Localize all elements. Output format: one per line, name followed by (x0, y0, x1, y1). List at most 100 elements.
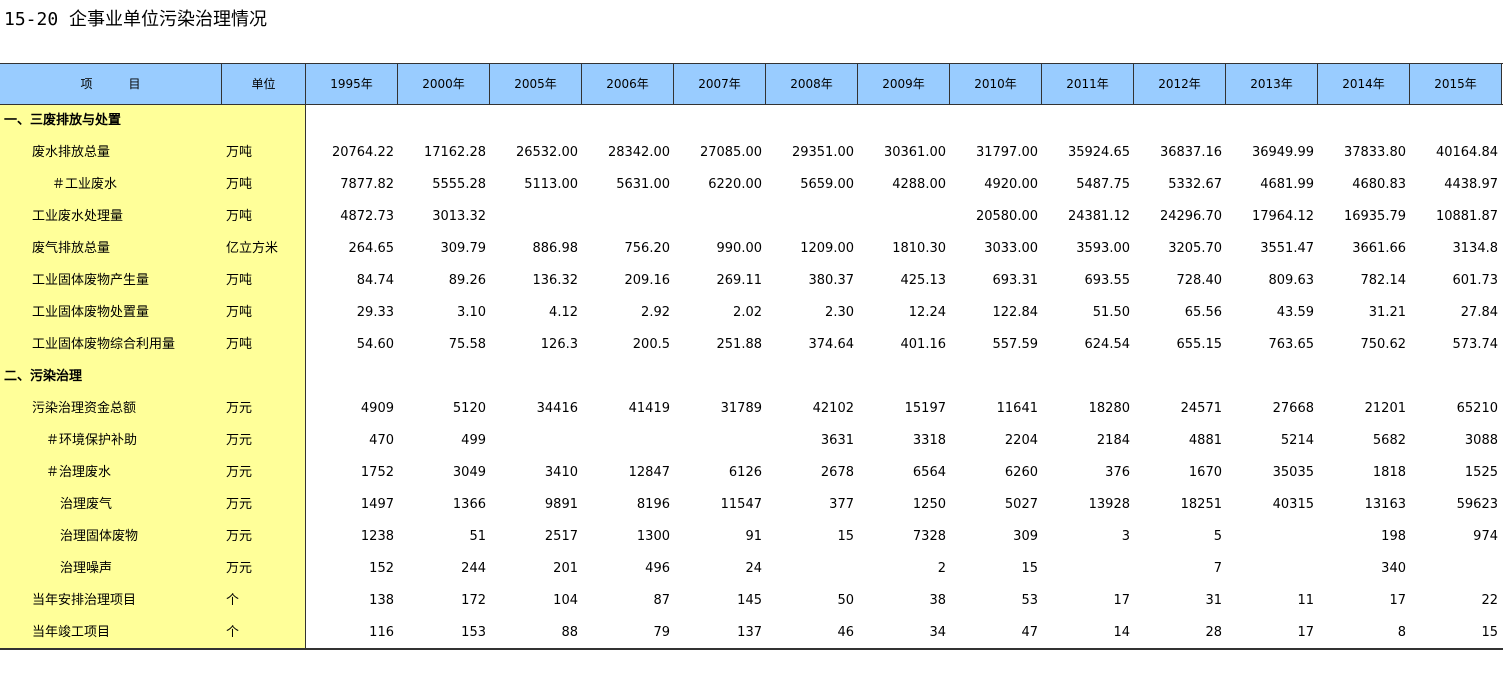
value-cell: 198 (1381, 529, 1406, 544)
value-cell: 201 (553, 561, 578, 576)
value-cell: 2517 (544, 529, 578, 544)
value-cell: 35924.65 (1067, 145, 1130, 160)
value-cell: 3410 (544, 465, 578, 480)
header-top-rule (0, 63, 1503, 64)
row-label: 废水排放总量 (32, 145, 111, 160)
value-cell: 47 (1021, 625, 1038, 640)
value-cell: 3661.66 (1352, 241, 1406, 256)
value-cell: 2.92 (641, 305, 670, 320)
value-cell: 5659.00 (800, 177, 854, 192)
column-header: 2015年 (1410, 64, 1502, 104)
value-cell: 7877.82 (340, 177, 394, 192)
value-cell: 3033.00 (984, 241, 1038, 256)
value-cell: 4872.73 (340, 209, 394, 224)
value-cell: 557.59 (992, 337, 1039, 352)
value-cell: 624.54 (1084, 337, 1131, 352)
row-label: 污染治理资金总额 (32, 401, 137, 416)
value-cell: 116 (369, 625, 394, 640)
column-header: 2014年 (1318, 64, 1410, 104)
unit: 万吨 (226, 305, 253, 320)
value-cell: 2.30 (825, 305, 854, 320)
column-header: 2010年 (950, 64, 1042, 104)
value-cell: 24381.12 (1067, 209, 1130, 224)
value-cell: 13163 (1364, 497, 1406, 512)
value-cell: 37833.80 (1343, 145, 1406, 160)
value-cell: 138 (369, 593, 394, 608)
value-cell: 17 (1113, 593, 1130, 608)
unit: 万元 (226, 561, 253, 576)
value-cell: 1818 (1372, 465, 1406, 480)
unit: 万吨 (226, 209, 253, 224)
unit: 万吨 (226, 145, 253, 160)
value-cell: 6564 (912, 465, 946, 480)
value-cell: 728.40 (1176, 273, 1223, 288)
value-cell: 3049 (452, 465, 486, 480)
value-cell: 499 (461, 433, 486, 448)
value-cell: 782.14 (1360, 273, 1407, 288)
value-cell: 1209.00 (800, 241, 854, 256)
value-cell: 40164.84 (1435, 145, 1498, 160)
value-cell: 17 (1297, 625, 1314, 640)
unit: 亿立方米 (226, 241, 279, 256)
value-cell: 152 (369, 561, 394, 576)
value-cell: 15197 (904, 401, 946, 416)
value-cell: 22 (1481, 593, 1498, 608)
value-cell: 756.20 (624, 241, 671, 256)
value-cell: 5 (1213, 529, 1222, 544)
value-cell: 87 (653, 593, 670, 608)
value-cell: 4920.00 (984, 177, 1038, 192)
value-cell: 763.65 (1268, 337, 1315, 352)
value-cell: 3593.00 (1076, 241, 1130, 256)
value-cell: 2 (937, 561, 946, 576)
value-cell: 28342.00 (607, 145, 670, 160)
row-label: 当年竣工项目 (32, 625, 111, 640)
value-cell: 4.12 (549, 305, 578, 320)
unit: 个 (226, 593, 240, 608)
value-cell: 42102 (812, 401, 854, 416)
value-cell: 2.02 (733, 305, 762, 320)
value-cell: 4288.00 (892, 177, 946, 192)
unit: 万吨 (226, 337, 253, 352)
value-cell: 3205.70 (1168, 241, 1222, 256)
value-cell: 36837.16 (1159, 145, 1222, 160)
title: 15-20 企事业单位污染治理情况 (4, 9, 268, 30)
value-cell: 5487.75 (1076, 177, 1130, 192)
column-header: 2005年 (490, 64, 582, 104)
value-cell: 1250 (912, 497, 946, 512)
value-cell: 34 (929, 625, 946, 640)
value-cell: 1752 (360, 465, 394, 480)
value-cell: 46 (837, 625, 854, 640)
unit: 万吨 (226, 177, 253, 192)
value-cell: 75.58 (448, 337, 486, 352)
value-cell: 53 (1021, 593, 1038, 608)
value-cell: 5120 (452, 401, 486, 416)
value-cell: 17 (1389, 593, 1406, 608)
unit: 万元 (226, 465, 253, 480)
row-label: 治理噪声 (60, 561, 113, 576)
value-cell: 990.00 (716, 241, 763, 256)
value-cell: 470 (369, 433, 394, 448)
unit: 万元 (226, 529, 253, 544)
value-cell: 1525 (1464, 465, 1498, 480)
value-cell: 31797.00 (975, 145, 1038, 160)
row-label: 当年安排治理项目 (32, 593, 137, 608)
value-cell: 2204 (1004, 433, 1038, 448)
value-cell: 5682 (1372, 433, 1406, 448)
value-cell: 3134.8 (1452, 241, 1499, 256)
value-cell: 29351.00 (791, 145, 854, 160)
value-cell: 15 (837, 529, 854, 544)
value-cell: 4909 (360, 401, 394, 416)
value-cell: 655.15 (1176, 337, 1223, 352)
value-cell: 3318 (912, 433, 946, 448)
value-cell: 425.13 (900, 273, 947, 288)
value-cell: 38 (929, 593, 946, 608)
value-cell: 376 (1105, 465, 1130, 480)
value-cell: 886.98 (532, 241, 579, 256)
value-cell: 79 (653, 625, 670, 640)
value-cell: 2678 (820, 465, 854, 480)
value-cell: 172 (461, 593, 486, 608)
row-label: 工业固体废物处置量 (32, 305, 150, 320)
column-header: 1995年 (306, 64, 398, 104)
value-cell: 4681.99 (1260, 177, 1314, 192)
value-cell: 65.56 (1184, 305, 1222, 320)
